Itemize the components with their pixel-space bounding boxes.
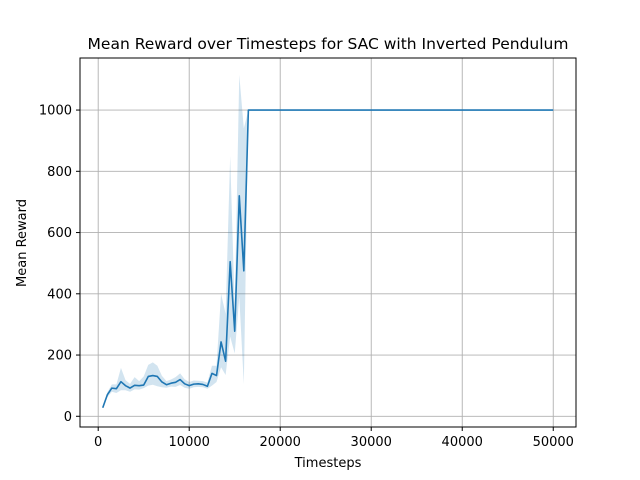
x-tick-label: 20000 [260,435,301,450]
y-tick-label: 0 [64,410,72,425]
y-tick-label: 600 [47,226,72,241]
x-tick-label: 30000 [351,435,392,450]
y-axis-label: Mean Reward [15,199,30,287]
x-tick-label: 10000 [169,435,210,450]
x-axis-label: Timesteps [294,456,362,471]
y-tick-label: 400 [47,287,72,302]
plot-frame [79,57,577,428]
confidence-band [102,74,554,408]
x-tick-label: 40000 [442,435,483,450]
series-line [101,109,554,408]
grid [80,58,576,427]
y-tick-label: 200 [47,349,72,364]
y-tick-label: 800 [47,165,72,180]
x-tick-label: 0 [94,435,102,450]
y-tick-label: 1000 [39,104,72,119]
series-layer [101,74,554,408]
ticks: 0 10000 20000 30000 40000 50000 0 200 400 600 800 1… [39,104,574,450]
x-tick-label: 50000 [533,435,574,450]
chart-title: Mean Reward over Timesteps for SAC with … [88,35,569,53]
